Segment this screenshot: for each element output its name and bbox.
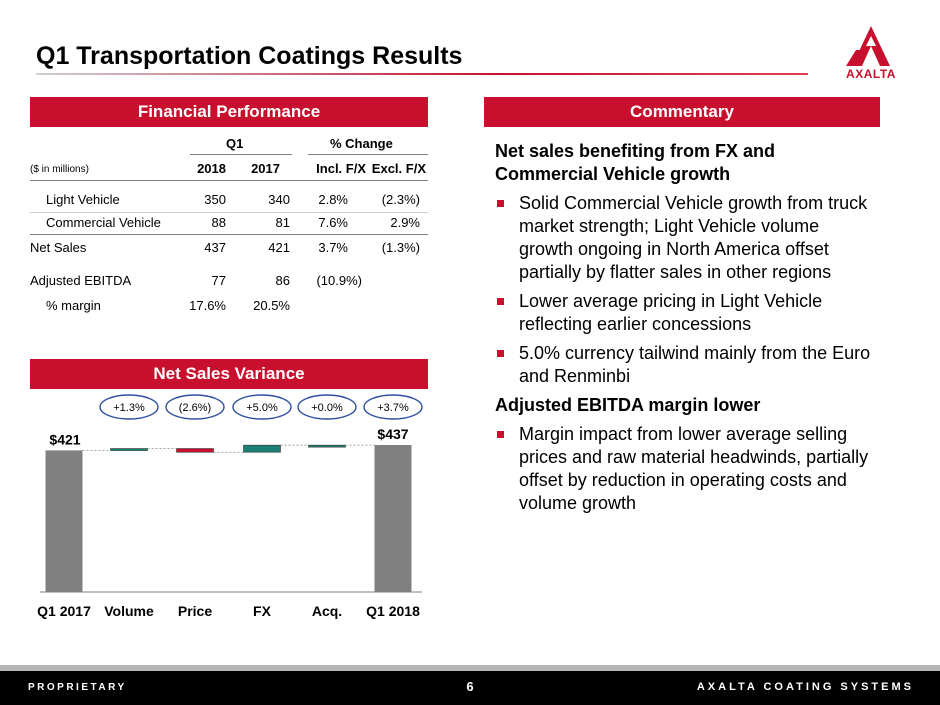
q1-rule (190, 154, 292, 155)
bar-increase (308, 444, 346, 448)
cell-incl: 3.7% (318, 240, 348, 255)
table-row: Adjusted EBITDA 77 86 (10.9%) (30, 273, 428, 293)
commentary-heading-2: Adjusted EBITDA margin lower (495, 395, 761, 415)
pct-label: +1.3% (113, 402, 145, 414)
title-rule (36, 73, 808, 75)
bar-total (45, 450, 83, 592)
bullet-item: Margin impact from lower average selling… (495, 423, 875, 515)
cell-incl: 7.6% (318, 215, 348, 230)
table-row: Light Vehicle 350 340 2.8% (2.3%) (30, 192, 428, 212)
bullet-square-icon (497, 431, 504, 438)
units-label: ($ in millions) (30, 164, 89, 175)
bullet-text: Solid Commercial Vehicle growth from tru… (519, 193, 868, 282)
table-row: Net Sales 437 421 3.7% (1.3%) (30, 240, 428, 260)
group-change: % Change (330, 136, 393, 151)
bullet-item: Solid Commercial Vehicle growth from tru… (495, 192, 875, 284)
axalta-logo: AXALTA (832, 26, 910, 81)
category-label: Q1 2017 (37, 603, 91, 619)
pct-label: +5.0% (246, 402, 278, 414)
row-label: Light Vehicle (46, 192, 120, 207)
bullet-item: Lower average pricing in Light Vehicle r… (495, 290, 875, 336)
bar-decrease (176, 448, 214, 453)
cell-2017: 86 (275, 273, 290, 288)
row-label: % margin (46, 298, 101, 313)
commentary-heading-1: Net sales benefiting from FX and Commerc… (495, 141, 776, 184)
category-label: Acq. (312, 603, 342, 619)
col-2017: 2017 (251, 161, 280, 176)
row-rule (30, 212, 428, 213)
change-rule (308, 154, 428, 155)
footer-band (0, 665, 940, 671)
cell-2017: 20.5% (253, 298, 290, 313)
bullet-text: 5.0% currency tailwind mainly from the E… (519, 343, 871, 386)
table-group-header: Q1 % Change (30, 136, 428, 156)
cell-2018: 77 (211, 273, 226, 288)
row-label: Adjusted EBITDA (30, 273, 132, 288)
row-label: Commercial Vehicle (46, 215, 161, 230)
category-label: FX (253, 603, 272, 619)
bullet-square-icon (497, 200, 504, 207)
pct-label: +3.7% (377, 402, 409, 414)
col-incl-fx: Incl. F/X (316, 161, 366, 176)
row-rule (30, 234, 428, 235)
bullet-square-icon (497, 350, 504, 357)
bar-increase (110, 448, 148, 451)
footer: PROPRIETARY 6 AXALTA COATING SYSTEMS (0, 671, 940, 705)
row-label: Net Sales (30, 240, 87, 255)
value-label: $421 (49, 431, 80, 447)
cell-2017: 340 (268, 192, 290, 207)
pct-bubble (165, 394, 225, 420)
waterfall-chart: $421 $437 +1.3% (2.6%) +5.0% +0.0% +3.7% Q1 201… (37, 394, 423, 619)
financial-header: Financial Performance (30, 97, 428, 127)
table-row: % margin 17.6% 20.5% (30, 298, 428, 318)
header-rule (30, 180, 428, 181)
pct-bubble (363, 394, 423, 420)
pct-bubble (232, 394, 292, 420)
cell-2018: 350 (204, 192, 226, 207)
value-label: $437 (377, 426, 408, 442)
bullet-text: Lower average pricing in Light Vehicle r… (519, 291, 823, 334)
cell-excl: (2.3%) (381, 192, 420, 207)
pct-bubble (297, 394, 357, 420)
cell-2018: 437 (204, 240, 226, 255)
cell-excl: 2.9% (390, 215, 420, 230)
cell-excl: (1.3%) (381, 240, 420, 255)
category-label: Volume (104, 603, 154, 619)
bullet-square-icon (497, 298, 504, 305)
page-title: Q1 Transportation Coatings Results (36, 42, 463, 70)
category-label: Q1 2018 (366, 603, 420, 619)
cell-incl: (10.9%) (316, 273, 362, 288)
table-col-header: ($ in millions) 2018 2017 Incl. F/X Excl… (30, 161, 428, 181)
logo-mark-icon (846, 26, 890, 66)
pct-bubble (99, 394, 159, 420)
bullet-text: Margin impact from lower average selling… (519, 424, 869, 513)
category-label: Price (178, 603, 212, 619)
cell-incl: 2.8% (318, 192, 348, 207)
bullet-item: 5.0% currency tailwind mainly from the E… (495, 342, 875, 388)
col-2018: 2018 (197, 161, 226, 176)
commentary-body: Net sales benefiting from FX and Commerc… (495, 140, 875, 515)
commentary-header: Commentary (484, 97, 880, 127)
group-q1: Q1 (226, 136, 244, 151)
pct-label: (2.6%) (179, 402, 211, 414)
logo-text: AXALTA (846, 67, 896, 81)
bar-increase (243, 444, 281, 453)
cell-2018: 17.6% (189, 298, 226, 313)
variance-header: Net Sales Variance (30, 359, 428, 389)
pct-label: +0.0% (311, 402, 343, 414)
footer-proprietary: PROPRIETARY (28, 682, 127, 693)
cell-2017: 421 (268, 240, 290, 255)
col-excl-fx: Excl. F/X (371, 161, 426, 176)
cell-2017: 81 (275, 215, 290, 230)
cell-2018: 88 (211, 215, 226, 230)
bar-total (374, 445, 412, 592)
page-number: 6 (466, 679, 474, 694)
table-row: Commercial Vehicle 88 81 7.6% 2.9% (30, 215, 428, 235)
footer-brand: AXALTA COATING SYSTEMS (696, 681, 914, 693)
